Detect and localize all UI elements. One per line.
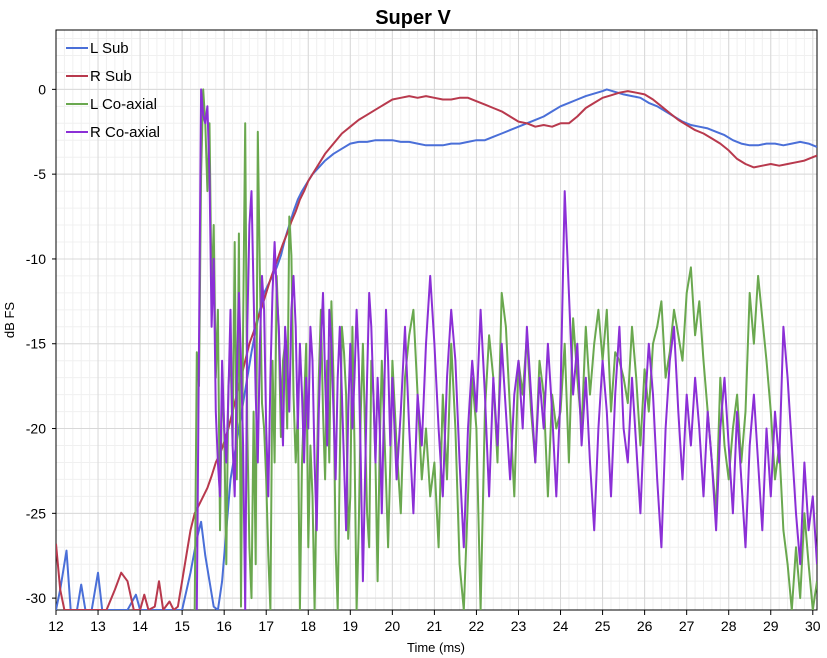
x-tick-label: 19 [343, 618, 359, 634]
legend: L Sub R Sub L Co-axial R Co-axial [66, 40, 160, 141]
x-tick-label: 27 [679, 618, 695, 634]
x-tick-label: 26 [637, 618, 653, 634]
y-tick-label: -25 [26, 505, 46, 521]
chart-title: Super V [375, 7, 451, 29]
x-tick-label: 23 [511, 618, 527, 634]
y-tick-label: -20 [26, 421, 46, 437]
series-line-1 [56, 90, 817, 610]
x-tick-label: 28 [721, 618, 737, 634]
legend-label-2: L Co-axial [90, 96, 157, 113]
series-layer [56, 88, 817, 610]
y-axis-title: dB FS [2, 302, 17, 338]
x-tick-label: 24 [553, 618, 569, 634]
y-tick-label: -15 [26, 336, 46, 352]
y-tick-label: -5 [34, 166, 47, 182]
series-line-3 [195, 88, 817, 610]
x-tick-label: 30 [805, 618, 821, 634]
x-tick-label: 14 [132, 618, 148, 634]
x-tick-label: 18 [300, 618, 316, 634]
series-line-0 [56, 88, 817, 610]
x-axis-title: Time (ms) [407, 640, 465, 655]
legend-label-3: R Co-axial [90, 124, 160, 141]
x-tick-label: 16 [216, 618, 232, 634]
axes-layer: 12 13 14 15 16 17 18 19 20 21 22 23 24 25 26 27 28 29 30 0 -… [26, 29, 821, 634]
x-tick-label: 13 [90, 618, 106, 634]
x-tick-label: 29 [763, 618, 779, 634]
x-tick-label: 21 [427, 618, 443, 634]
x-tick-label: 12 [48, 618, 64, 634]
x-tick-label: 15 [174, 618, 190, 634]
plot-frame [55, 29, 818, 611]
y-tick-label: 0 [38, 81, 46, 97]
x-tick-label: 25 [595, 618, 611, 634]
legend-label-1: R Sub [90, 68, 132, 85]
y-tick-label: -30 [26, 590, 46, 606]
legend-label-0: L Sub [90, 40, 129, 57]
x-tick-label: 20 [385, 618, 401, 634]
grid-layer [55, 30, 817, 610]
x-tick-label: 17 [258, 618, 274, 634]
x-tick-label: 22 [469, 618, 485, 634]
y-tick-label: -10 [26, 251, 46, 267]
